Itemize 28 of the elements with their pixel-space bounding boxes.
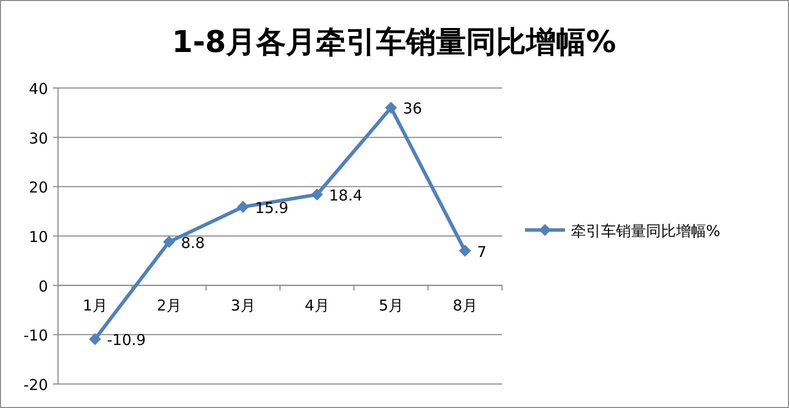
legend: 牵引车销量同比增幅% [525, 222, 720, 240]
y-tick-label: 20 [28, 178, 48, 197]
point [163, 236, 175, 248]
data-label: 8.8 [181, 234, 205, 252]
x-tick-label: 8月 [452, 296, 478, 314]
data-label: 18.4 [329, 186, 362, 205]
x-tick-label: 2月 [156, 296, 182, 314]
y-tick-label: 0 [38, 277, 48, 296]
y-tick-label: 10 [28, 228, 48, 246]
point [459, 244, 471, 257]
point [311, 188, 323, 201]
y-tick-label: -10 [24, 326, 48, 345]
x-tick-label: 4月 [304, 296, 330, 314]
data-label: 36 [403, 100, 422, 118]
y-tick-label: 40 [28, 80, 48, 98]
data-label: -10.9 [107, 331, 146, 350]
data-label: 7 [477, 242, 487, 261]
legend-label: 牵引车销量同比增幅% [571, 222, 720, 240]
y-tick-label: 30 [28, 129, 48, 148]
point [89, 333, 101, 346]
title: 1-8月各月牵引车销量同比增幅% [172, 25, 616, 60]
point [385, 102, 397, 114]
x-tick-label: 5月 [378, 296, 404, 314]
y-tick-label: -20 [24, 376, 48, 394]
point [237, 200, 249, 213]
x-tick-label: 1月 [82, 296, 108, 314]
x-tick-label: 3月 [230, 296, 256, 314]
data-label: 15.9 [255, 198, 288, 217]
